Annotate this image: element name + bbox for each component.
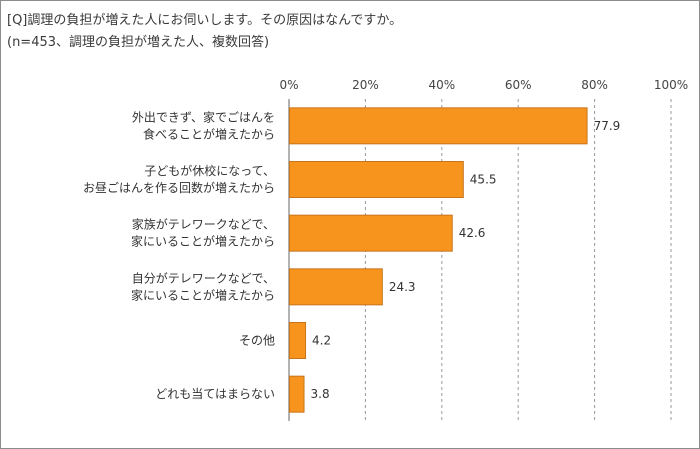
data-label: 3.8 [311, 387, 330, 401]
x-tick-label: 100% [654, 78, 688, 92]
category-label: お昼ごはんを作る回数が増えたから [83, 180, 275, 195]
bar [289, 107, 588, 145]
data-label: 42.6 [459, 226, 486, 240]
category-label: 自分がテレワークなどで、 [132, 270, 275, 285]
data-label: 24.3 [389, 280, 416, 294]
category-label: その他 [239, 334, 275, 348]
chart-subtitle: (n=453、調理の負担が増えた人、複数回答) [7, 35, 270, 50]
data-label: 4.2 [312, 334, 331, 348]
category-label: 子どもが休校になって、 [144, 163, 275, 178]
category-label: 家族がテレワークなどで、 [132, 217, 275, 232]
bar [289, 375, 305, 413]
chart-title: [Q]調理の負担が増えた人にお伺いします。その原因はなんですか。 [7, 13, 403, 28]
x-tick-label: 80% [581, 78, 608, 92]
bar [289, 268, 383, 306]
x-tick-label: 60% [505, 78, 532, 92]
category-label: 食べることが増えたから [143, 126, 275, 141]
bar [289, 214, 453, 252]
category-label: 家にいることが増えたから [131, 234, 275, 249]
x-tick-label: 0% [279, 78, 298, 92]
bar [289, 161, 464, 198]
category-label: 外出できず、家でごはんを [132, 109, 275, 124]
x-tick-label: 40% [428, 78, 455, 92]
bar [289, 322, 307, 359]
data-label: 77.9 [594, 119, 621, 133]
x-tick-label: 20% [352, 78, 379, 92]
data-label: 45.5 [470, 173, 497, 187]
category-label: 家にいることが増えたから [131, 287, 275, 302]
category-label: どれも当てはまらない [155, 387, 275, 401]
